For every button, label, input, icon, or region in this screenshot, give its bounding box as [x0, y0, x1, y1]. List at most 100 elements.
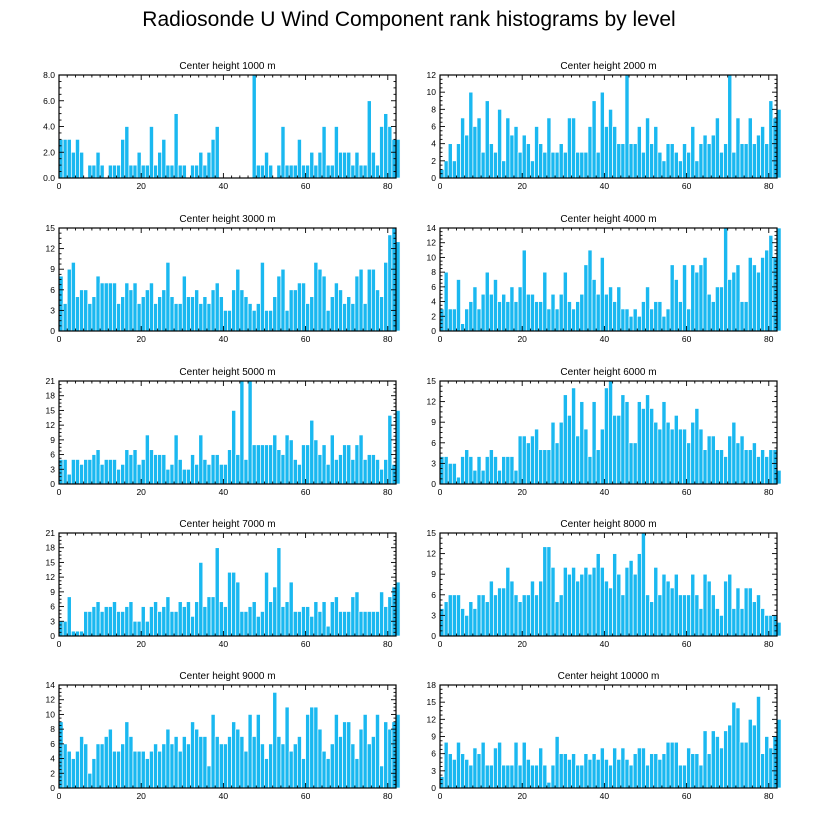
- histogram-bar: [202, 459, 208, 485]
- histogram-bar: [579, 151, 585, 179]
- panel-8000m: Center height 8000 m 0 20 40 60 80 0 3 6 9 12 15: [427, 519, 782, 649]
- histogram-bar: [595, 449, 601, 485]
- histogram-bar: [161, 454, 167, 485]
- histogram-bar: [366, 454, 372, 485]
- histogram-bar: [768, 449, 774, 485]
- histogram-bar: [710, 730, 716, 789]
- x-tick-label: 80: [383, 791, 393, 801]
- histogram-bar: [451, 160, 457, 179]
- histogram-bar: [272, 434, 278, 485]
- panel-2000m: Center height 2000 m 0 20 40 60 80 0 2 4 6 8 10 12: [427, 61, 782, 191]
- histogram-bar: [550, 293, 556, 332]
- histogram-bar: [632, 143, 638, 179]
- histogram-bar: [632, 308, 638, 332]
- histogram-bar: [124, 721, 130, 789]
- histogram-bar: [451, 308, 457, 332]
- histogram-bar: [305, 606, 311, 637]
- histogram-bar: [624, 308, 630, 332]
- histogram-bar: [309, 151, 315, 179]
- histogram-bar: [562, 753, 568, 789]
- histogram-bar: [501, 456, 507, 485]
- histogram-bar: [567, 573, 572, 637]
- histogram-bar: [653, 421, 659, 485]
- y-tick-label: 0: [431, 783, 436, 793]
- y-tick-label: 14: [46, 680, 56, 690]
- y-tick-label: 9: [50, 264, 55, 274]
- histogram-bar: [698, 764, 704, 789]
- histogram-bar: [79, 289, 85, 332]
- histogram-bar: [480, 293, 486, 332]
- x-tick-label: 60: [682, 639, 692, 649]
- histogram-bar: [354, 758, 360, 789]
- histogram-bar: [136, 464, 142, 485]
- histogram-bar: [698, 608, 704, 637]
- x-tick-label: 20: [517, 181, 527, 191]
- histogram-bar: [214, 736, 220, 789]
- y-tick-label: 12: [427, 714, 437, 724]
- histogram-bar: [706, 580, 712, 637]
- x-tick-label: 40: [600, 639, 610, 649]
- histogram-bar: [546, 546, 552, 637]
- x-tick-label: 80: [764, 334, 774, 344]
- x-tick-label: 80: [383, 181, 393, 191]
- histogram-bar: [346, 721, 352, 789]
- histogram-bar: [649, 308, 655, 332]
- y-tick-label: 12: [46, 244, 56, 254]
- histogram-bar: [760, 753, 766, 789]
- histogram-bar: [395, 241, 401, 332]
- histogram-bar: [362, 714, 368, 789]
- histogram-bar: [525, 594, 531, 637]
- histogram-bar: [280, 268, 286, 332]
- histogram-bar: [698, 264, 704, 332]
- histogram-bar: [493, 456, 498, 485]
- histogram-bar: [727, 573, 733, 637]
- histogram-bar: [272, 692, 278, 789]
- x-tick-label: 20: [517, 791, 527, 801]
- histogram-bar: [350, 459, 356, 485]
- y-tick-label: 2: [431, 156, 436, 166]
- x-tick-label: 20: [517, 639, 527, 649]
- x-tick-label: 40: [219, 791, 229, 801]
- histogram-bar: [673, 151, 679, 179]
- histogram-bar: [243, 611, 249, 637]
- histogram-bar: [550, 566, 556, 637]
- histogram-bar: [484, 100, 490, 179]
- histogram-bar: [702, 134, 708, 179]
- histogram-bar: [678, 428, 683, 485]
- histogram-bar: [206, 596, 212, 637]
- histogram-bar: [447, 308, 453, 332]
- histogram-bar: [358, 268, 364, 332]
- y-tick-label: 6: [431, 590, 436, 600]
- histogram-bar: [497, 741, 503, 789]
- histogram-bar: [194, 601, 200, 637]
- histogram-bar: [161, 743, 167, 789]
- histogram-bar: [612, 301, 618, 332]
- histogram-bar: [604, 126, 609, 179]
- histogram-bar: [354, 275, 360, 332]
- histogram-bar: [488, 764, 494, 789]
- histogram-bar: [731, 701, 737, 789]
- histogram-bar: [358, 164, 364, 179]
- histogram-bar: [214, 547, 220, 637]
- histogram-bar: [743, 587, 749, 637]
- histogram-bar: [649, 753, 655, 789]
- figure-title: Radiosonde U Wind Component rank histogr…: [142, 8, 676, 31]
- histogram-bar: [554, 308, 560, 332]
- histogram-bar: [317, 268, 323, 332]
- histogram-bar: [714, 608, 720, 637]
- histogram-bar: [513, 594, 519, 637]
- y-tick-label: 12: [46, 572, 56, 582]
- x-tick-label: 0: [57, 487, 62, 497]
- histogram-bar: [161, 139, 167, 179]
- histogram-bar: [338, 454, 343, 485]
- y-tick-label: 15: [46, 405, 56, 415]
- histogram-bar: [366, 268, 372, 332]
- histogram-bar: [297, 736, 302, 789]
- y-tick-label: 0: [50, 479, 55, 489]
- histogram-bar: [641, 532, 646, 637]
- histogram-bar: [678, 301, 683, 332]
- histogram-bar: [751, 724, 757, 789]
- histogram-bar: [157, 296, 163, 332]
- histogram-bar: [132, 750, 138, 789]
- histogram-bar: [107, 282, 113, 332]
